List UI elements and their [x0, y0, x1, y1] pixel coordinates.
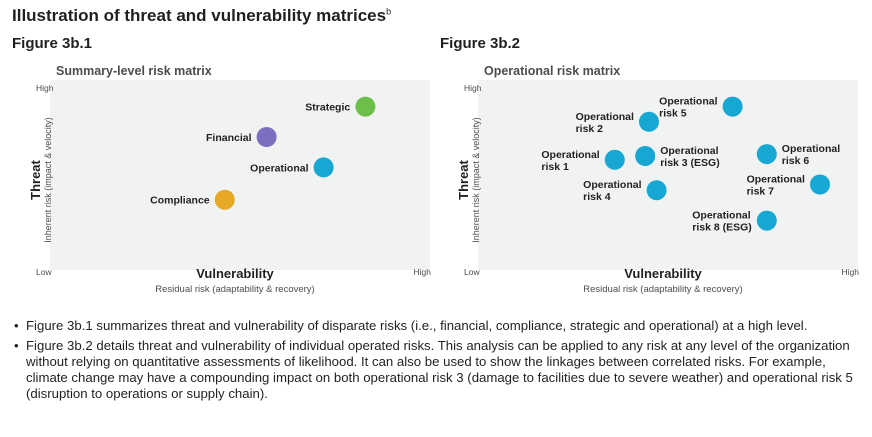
data-point [639, 111, 659, 132]
data-point-label-line: risk 2 [576, 123, 604, 135]
bullet-item: • Figure 3b.1 summarizes threat and vuln… [14, 318, 866, 334]
data-point-label-line: risk 6 [782, 155, 810, 167]
data-point-label: Operational risk 5 [659, 96, 717, 120]
y-axis-title: Threat [28, 159, 43, 199]
data-point-label: Operational risk 6 [782, 143, 840, 167]
x-axis-title: Vulnerability [196, 266, 274, 281]
data-point [635, 146, 656, 166]
y-axis-high-label: High [464, 83, 482, 93]
data-point-label-line: Operational [250, 162, 308, 174]
x-axis-title: Vulnerability [624, 266, 702, 281]
data-point-label: Financial [206, 132, 252, 144]
data-point-label-line: risk 5 [659, 108, 687, 120]
data-point-label-line: Operational [576, 111, 634, 123]
data-point-label: Operational risk 3 (ESG) [660, 145, 720, 169]
data-point-label-line: risk 1 [541, 161, 569, 173]
data-point-label-line: risk 8 (ESG) [692, 222, 752, 234]
x-axis-subtitle: Residual risk (adaptability & recovery) [155, 284, 314, 295]
data-point-label-line: Operational [659, 96, 717, 108]
data-point [256, 127, 277, 147]
chart-title: Summary-level risk matrix [56, 64, 212, 78]
data-point-label-line: Operational [782, 143, 840, 155]
data-point [646, 180, 667, 201]
x-axis-low-label: Low [36, 267, 52, 277]
data-point [810, 174, 830, 195]
plot-area [478, 80, 858, 270]
x-axis-low-label: Low [464, 267, 480, 277]
data-point-label-line: Operational [747, 174, 805, 186]
x-axis-high-label: High [414, 267, 432, 277]
data-point [722, 96, 743, 117]
data-point [756, 210, 777, 231]
data-point-label: Operational risk 7 [747, 174, 805, 198]
data-point-label: Operational [250, 162, 308, 174]
data-point-label: Operational risk 4 [583, 179, 641, 203]
bullet-text: Figure 3b.2 details threat and vulnerabi… [26, 338, 853, 401]
data-point-label-line: risk 7 [747, 186, 775, 198]
bullet-text: Figure 3b.1 summarizes threat and vulner… [26, 318, 808, 333]
figure-label-2: Figure 3b.2 [440, 35, 521, 52]
data-point [604, 149, 625, 170]
data-point-label: Compliance [150, 195, 210, 207]
title-footnote-marker: b [386, 6, 392, 17]
bullet-list: • Figure 3b.1 summarizes threat and vuln… [14, 318, 866, 406]
page-title: Illustration of threat and vulnerability… [12, 6, 392, 25]
y-axis-subtitle: Inherent risk (impact & velocity) [43, 117, 53, 243]
data-point-label-line: Operational [692, 210, 750, 222]
data-point-label-line: Operational [583, 179, 641, 191]
chart-title: Operational risk matrix [484, 64, 620, 78]
data-point-label-line: risk 4 [583, 191, 611, 203]
data-point [355, 96, 376, 117]
bullet-dot: • [14, 318, 19, 333]
data-point [214, 189, 235, 210]
x-axis-subtitle: Residual risk (adaptability & recovery) [583, 284, 742, 295]
data-point [313, 157, 334, 178]
bullet-dot: • [14, 338, 19, 353]
figure-label-1: Figure 3b.1 [12, 35, 93, 52]
data-point-label-line: risk 3 (ESG) [660, 157, 720, 169]
data-point-label: Operational risk 1 [541, 149, 599, 173]
data-point-label: Strategic [305, 102, 350, 114]
data-point-label-line: Operational [660, 145, 718, 157]
x-axis-high-label: High [842, 267, 860, 277]
y-axis-high-label: High [36, 83, 54, 93]
data-point-label-line: Compliance [150, 195, 210, 207]
data-point-label: Operational risk 2 [576, 111, 634, 135]
data-point-label-line: Operational [541, 149, 599, 161]
y-axis-subtitle: Inherent risk (impact & velocity) [471, 117, 481, 243]
data-point [756, 144, 777, 165]
bullet-item: • Figure 3b.2 details threat and vulnera… [14, 338, 866, 402]
data-point-label-line: Financial [206, 132, 252, 144]
data-point-label: Operational risk 8 (ESG) [692, 210, 752, 234]
y-axis-title: Threat [456, 159, 471, 199]
data-point-label-line: Strategic [305, 102, 350, 114]
